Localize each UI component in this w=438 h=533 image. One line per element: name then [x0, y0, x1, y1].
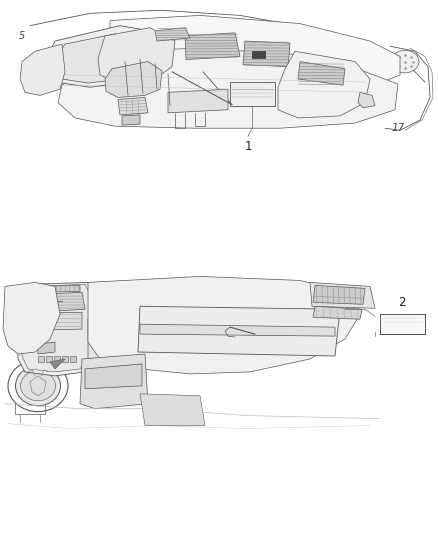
Polygon shape — [313, 285, 365, 304]
Polygon shape — [118, 98, 148, 115]
Polygon shape — [58, 278, 370, 304]
Polygon shape — [46, 356, 52, 362]
Polygon shape — [140, 394, 205, 426]
Polygon shape — [62, 356, 68, 362]
Text: 2: 2 — [398, 296, 406, 309]
Polygon shape — [80, 354, 148, 409]
Ellipse shape — [65, 331, 79, 345]
Polygon shape — [85, 364, 142, 389]
Polygon shape — [54, 356, 60, 362]
Polygon shape — [278, 51, 370, 118]
Polygon shape — [252, 51, 265, 59]
Polygon shape — [58, 48, 398, 128]
Ellipse shape — [37, 60, 51, 82]
Polygon shape — [198, 278, 210, 285]
Ellipse shape — [117, 329, 135, 343]
Polygon shape — [35, 293, 85, 312]
Ellipse shape — [41, 329, 59, 347]
Polygon shape — [138, 306, 340, 356]
Text: 1: 1 — [244, 140, 252, 153]
Polygon shape — [105, 61, 162, 98]
Text: 5: 5 — [19, 31, 25, 41]
Polygon shape — [20, 44, 65, 95]
Text: 17: 17 — [392, 123, 405, 133]
Polygon shape — [380, 314, 425, 334]
Polygon shape — [298, 61, 345, 85]
Polygon shape — [35, 285, 80, 293]
Polygon shape — [50, 359, 65, 369]
Polygon shape — [313, 306, 362, 319]
Ellipse shape — [21, 371, 56, 401]
Polygon shape — [88, 319, 140, 359]
Polygon shape — [185, 33, 240, 60]
Polygon shape — [18, 282, 95, 376]
Polygon shape — [55, 34, 140, 83]
Polygon shape — [3, 282, 60, 354]
Polygon shape — [140, 324, 335, 336]
Polygon shape — [55, 15, 400, 98]
Polygon shape — [45, 26, 150, 87]
Ellipse shape — [93, 326, 113, 342]
Ellipse shape — [391, 50, 419, 73]
Ellipse shape — [121, 333, 131, 340]
Polygon shape — [98, 28, 175, 83]
Polygon shape — [38, 342, 55, 354]
Ellipse shape — [15, 366, 60, 406]
Polygon shape — [358, 92, 375, 108]
Polygon shape — [310, 282, 375, 308]
Polygon shape — [243, 41, 290, 67]
Polygon shape — [35, 312, 82, 330]
Polygon shape — [38, 356, 44, 362]
Polygon shape — [70, 356, 76, 362]
Ellipse shape — [98, 330, 108, 338]
Polygon shape — [168, 89, 228, 113]
Polygon shape — [230, 82, 275, 106]
Ellipse shape — [45, 333, 55, 343]
Polygon shape — [155, 28, 190, 41]
Polygon shape — [122, 115, 140, 125]
Polygon shape — [22, 285, 90, 372]
Polygon shape — [88, 277, 360, 374]
